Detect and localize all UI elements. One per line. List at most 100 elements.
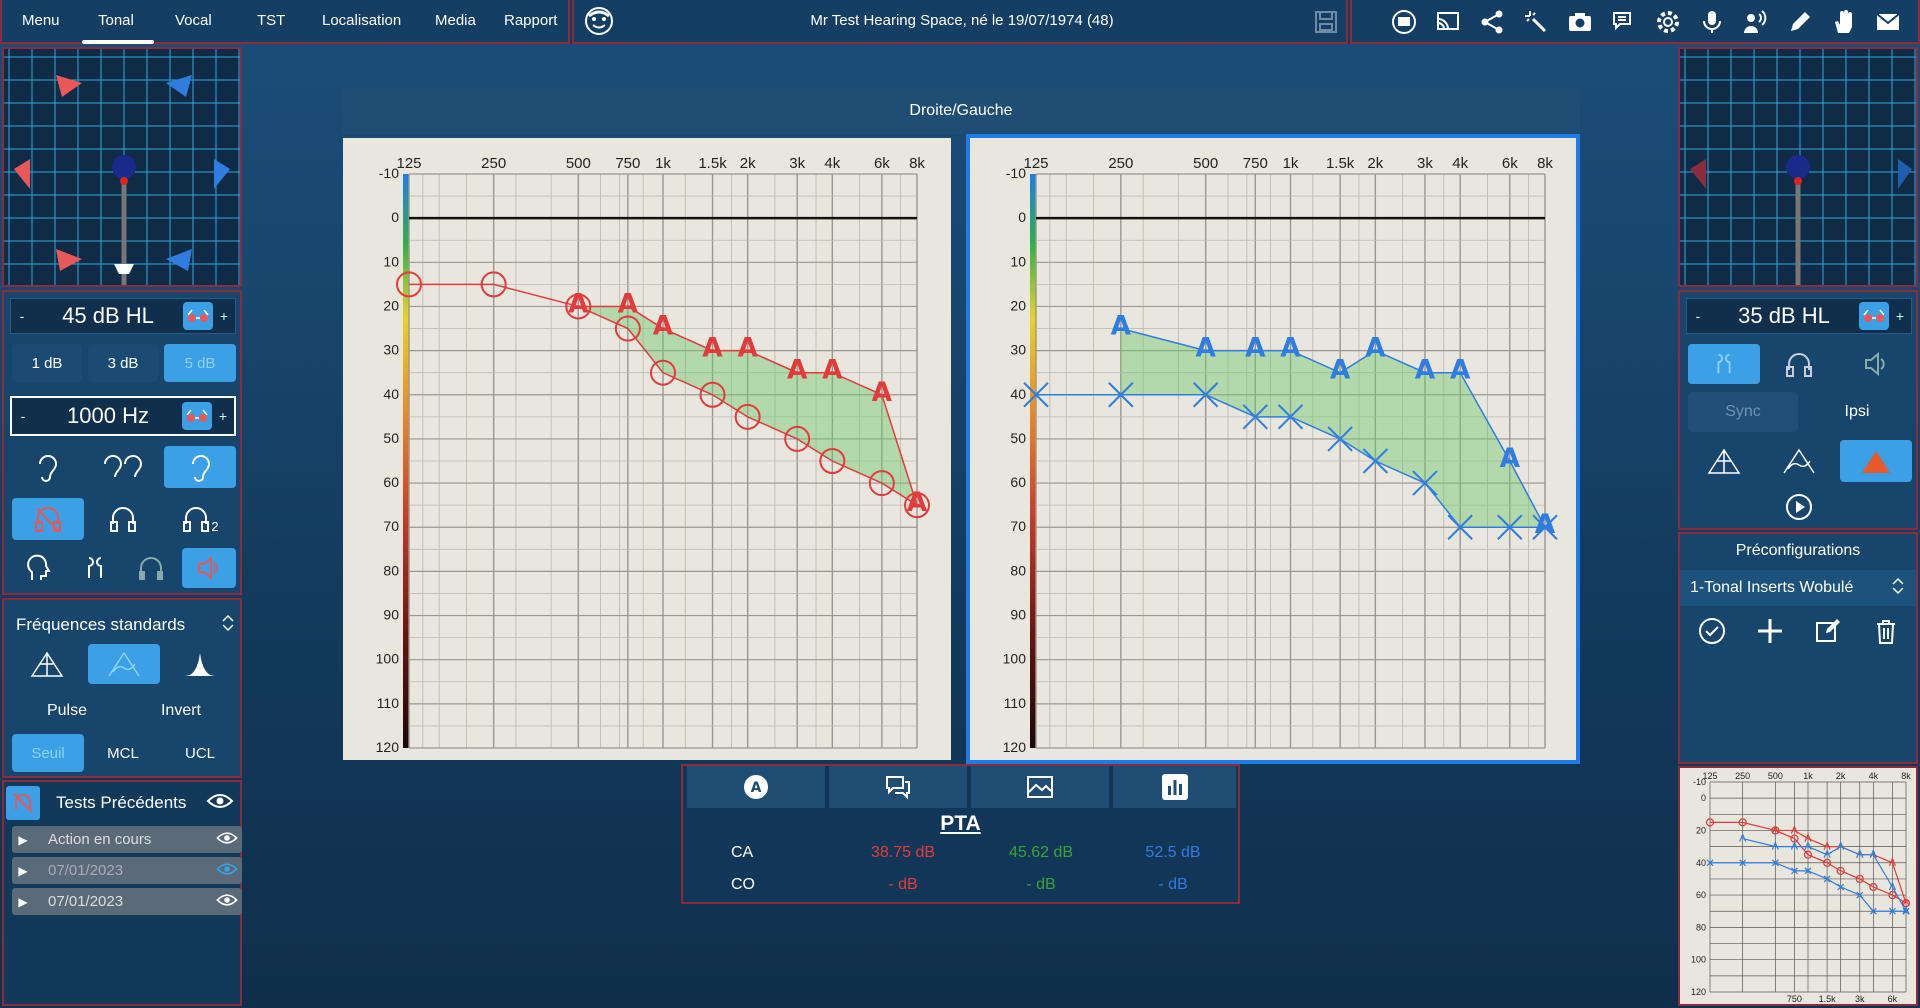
step-5db-button[interactable]: 5 dB xyxy=(164,344,236,382)
step-1db-button[interactable]: 1 dB xyxy=(12,344,82,382)
eye-icon[interactable] xyxy=(212,861,242,881)
speaker-grid[interactable] xyxy=(4,49,240,309)
glasses-icon[interactable] xyxy=(183,302,213,330)
data-point-cross xyxy=(1869,907,1877,915)
frequency-decrease-button[interactable]: - xyxy=(20,408,26,424)
threshold-mode-button[interactable]: Seuil xyxy=(12,734,84,772)
masking-narrow-band-button[interactable] xyxy=(1840,440,1912,482)
save-icon[interactable] xyxy=(1314,10,1338,39)
headphones-2-button[interactable]: 2 xyxy=(164,498,236,540)
tab-statistics[interactable] xyxy=(1113,766,1236,808)
play-icon[interactable]: ▶ xyxy=(18,832,28,847)
frequency-mode-select[interactable]: Fréquences standards xyxy=(16,612,236,638)
tab-audiogram[interactable]: A xyxy=(687,766,825,808)
person-signal-icon[interactable] xyxy=(1742,8,1770,36)
tab-image[interactable] xyxy=(971,766,1109,808)
hand-icon[interactable] xyxy=(1830,8,1858,36)
edit-preconfig-button[interactable] xyxy=(1800,610,1856,652)
masking-pure-tone-button[interactable] xyxy=(1688,440,1760,482)
cast-icon[interactable] xyxy=(1434,8,1462,36)
settings-window-icon[interactable] xyxy=(1390,8,1418,36)
masking-warble-button[interactable] xyxy=(1764,440,1834,482)
right-level-stepper[interactable]: - 35 dB HL + xyxy=(1686,298,1912,334)
edit-icon[interactable] xyxy=(1786,8,1814,36)
warble-tone-button[interactable] xyxy=(88,644,160,684)
right-ear-chart[interactable]: 125 250 500 750 1k 1.5k 2k 3k 4k 6k 8k -10 0 10 20 30 40… xyxy=(343,138,951,760)
earphones-button[interactable] xyxy=(124,548,178,588)
eye-icon[interactable] xyxy=(206,791,240,816)
menu-item-tst[interactable]: TST xyxy=(257,12,286,29)
pure-tone-button[interactable] xyxy=(12,644,82,684)
microphone-icon[interactable] xyxy=(1698,8,1726,36)
headphones-button[interactable] xyxy=(88,498,158,540)
play-icon[interactable]: ▶ xyxy=(18,863,28,878)
delete-preconfig-button[interactable] xyxy=(1858,610,1914,652)
apply-preconfig-button[interactable] xyxy=(1684,610,1740,652)
x-tick-label: 3k xyxy=(1417,155,1433,172)
left-control-panel: - 45 dB HL + 1 dB 3 dB 5 dB - 1000 Hz + … xyxy=(2,290,242,595)
sparkle-icon[interactable] xyxy=(1522,8,1550,36)
left-ear-audiogram[interactable]: 125 250 500 750 1k 1.5k 2k 3k 4k 6k 8k -10 0 10 20 30 40… xyxy=(966,134,1580,764)
previous-test-row[interactable]: ▶ 07/01/2023 xyxy=(12,888,242,915)
camera-icon[interactable] xyxy=(1566,8,1594,36)
left-level-stepper[interactable]: - 45 dB HL + xyxy=(10,298,236,334)
right-ear-audiogram[interactable]: 125 250 500 750 1k 1.5k 2k 3k 4k 6k 8k -10 0 10 20 30 40… xyxy=(343,138,951,760)
play-button[interactable] xyxy=(1764,488,1834,526)
pulse-button[interactable]: Pulse xyxy=(46,702,88,719)
data-point-circle xyxy=(699,381,726,408)
frequency-stepper[interactable]: - 1000 Hz + xyxy=(10,396,236,436)
share-icon[interactable] xyxy=(1478,8,1506,36)
eye-icon[interactable] xyxy=(212,892,242,912)
menu-item-menu[interactable]: Menu xyxy=(22,12,60,29)
level-decrease-button[interactable]: - xyxy=(1695,308,1701,324)
previous-test-row[interactable]: ▶ 07/01/2023 xyxy=(12,857,242,884)
menu-item-media[interactable]: Media xyxy=(435,12,476,29)
masking-inserts-button[interactable] xyxy=(1688,344,1760,384)
inserts-button[interactable] xyxy=(68,548,122,588)
level-increase-button[interactable]: + xyxy=(1895,308,1905,324)
menu-item-rapport[interactable]: Rapport xyxy=(504,12,558,29)
bone-conduction-button[interactable] xyxy=(12,548,66,588)
thumbnail-audiogram[interactable]: 125 250 500 1k 2k 4k 8k 750 1.5k 3k 6k -10 0 20 40 60 80… xyxy=(1680,768,1916,1004)
narrow-band-button[interactable] xyxy=(164,644,236,684)
gear-icon[interactable] xyxy=(1654,8,1682,36)
left-ear-chart[interactable]: 125 250 500 750 1k 1.5k 2k 3k 4k 6k 8k -10 0 10 20 30 40… xyxy=(970,138,1576,760)
menu-item-vocal[interactable]: Vocal xyxy=(175,12,212,29)
data-point-circle xyxy=(819,448,846,474)
menu-item-localisation[interactable]: Localisation xyxy=(322,12,402,29)
glasses-icon[interactable] xyxy=(1859,302,1889,330)
eye-icon[interactable] xyxy=(212,830,242,850)
data-point-cross xyxy=(1706,859,1714,867)
left-ear-button[interactable] xyxy=(164,446,236,488)
both-ears-button[interactable] xyxy=(88,446,158,488)
patient-face-icon[interactable] xyxy=(584,6,614,41)
play-icon[interactable]: ▶ xyxy=(18,894,28,909)
add-preconfig-button[interactable] xyxy=(1742,610,1798,652)
data-point-cross xyxy=(1791,867,1798,875)
step-3db-button[interactable]: 3 dB xyxy=(88,344,158,382)
menu-item-tonal[interactable]: Tonal xyxy=(98,12,134,29)
glasses-icon[interactable] xyxy=(182,402,212,430)
y-tick-label: 30 xyxy=(1010,342,1026,358)
tab-comments[interactable] xyxy=(829,766,967,808)
frequency-increase-button[interactable]: + xyxy=(218,408,228,424)
level-increase-button[interactable]: + xyxy=(219,308,229,324)
masking-speaker-button[interactable] xyxy=(1840,344,1912,384)
mail-icon[interactable] xyxy=(1874,8,1902,36)
data-point-a: A xyxy=(1245,333,1266,364)
level-decrease-button[interactable]: - xyxy=(19,308,25,324)
ipsi-button[interactable]: Ipsi xyxy=(1844,403,1870,420)
previous-test-row[interactable]: ▶ Action en cours xyxy=(12,826,242,853)
speaker-grid[interactable] xyxy=(1680,49,1916,285)
mcl-mode-button[interactable]: MCL xyxy=(107,744,139,762)
invert-button[interactable]: Invert xyxy=(160,702,201,719)
sync-button[interactable]: Sync xyxy=(1688,392,1798,432)
masking-headphones-button[interactable] xyxy=(1764,344,1834,384)
right-ear-button[interactable] xyxy=(12,446,82,488)
thumbnail-audiogram-panel[interactable]: 125 250 500 1k 2k 4k 8k 750 1.5k 3k 6k -10 0 20 40 60 80… xyxy=(1678,766,1918,1006)
chat-icon[interactable] xyxy=(1610,8,1638,36)
masking-off-button[interactable] xyxy=(12,498,84,540)
preconfig-select[interactable]: 1-Tonal Inserts Wobulé xyxy=(1680,570,1916,606)
ucl-mode-button[interactable]: UCL xyxy=(184,744,215,762)
speaker-button[interactable] xyxy=(182,548,236,588)
